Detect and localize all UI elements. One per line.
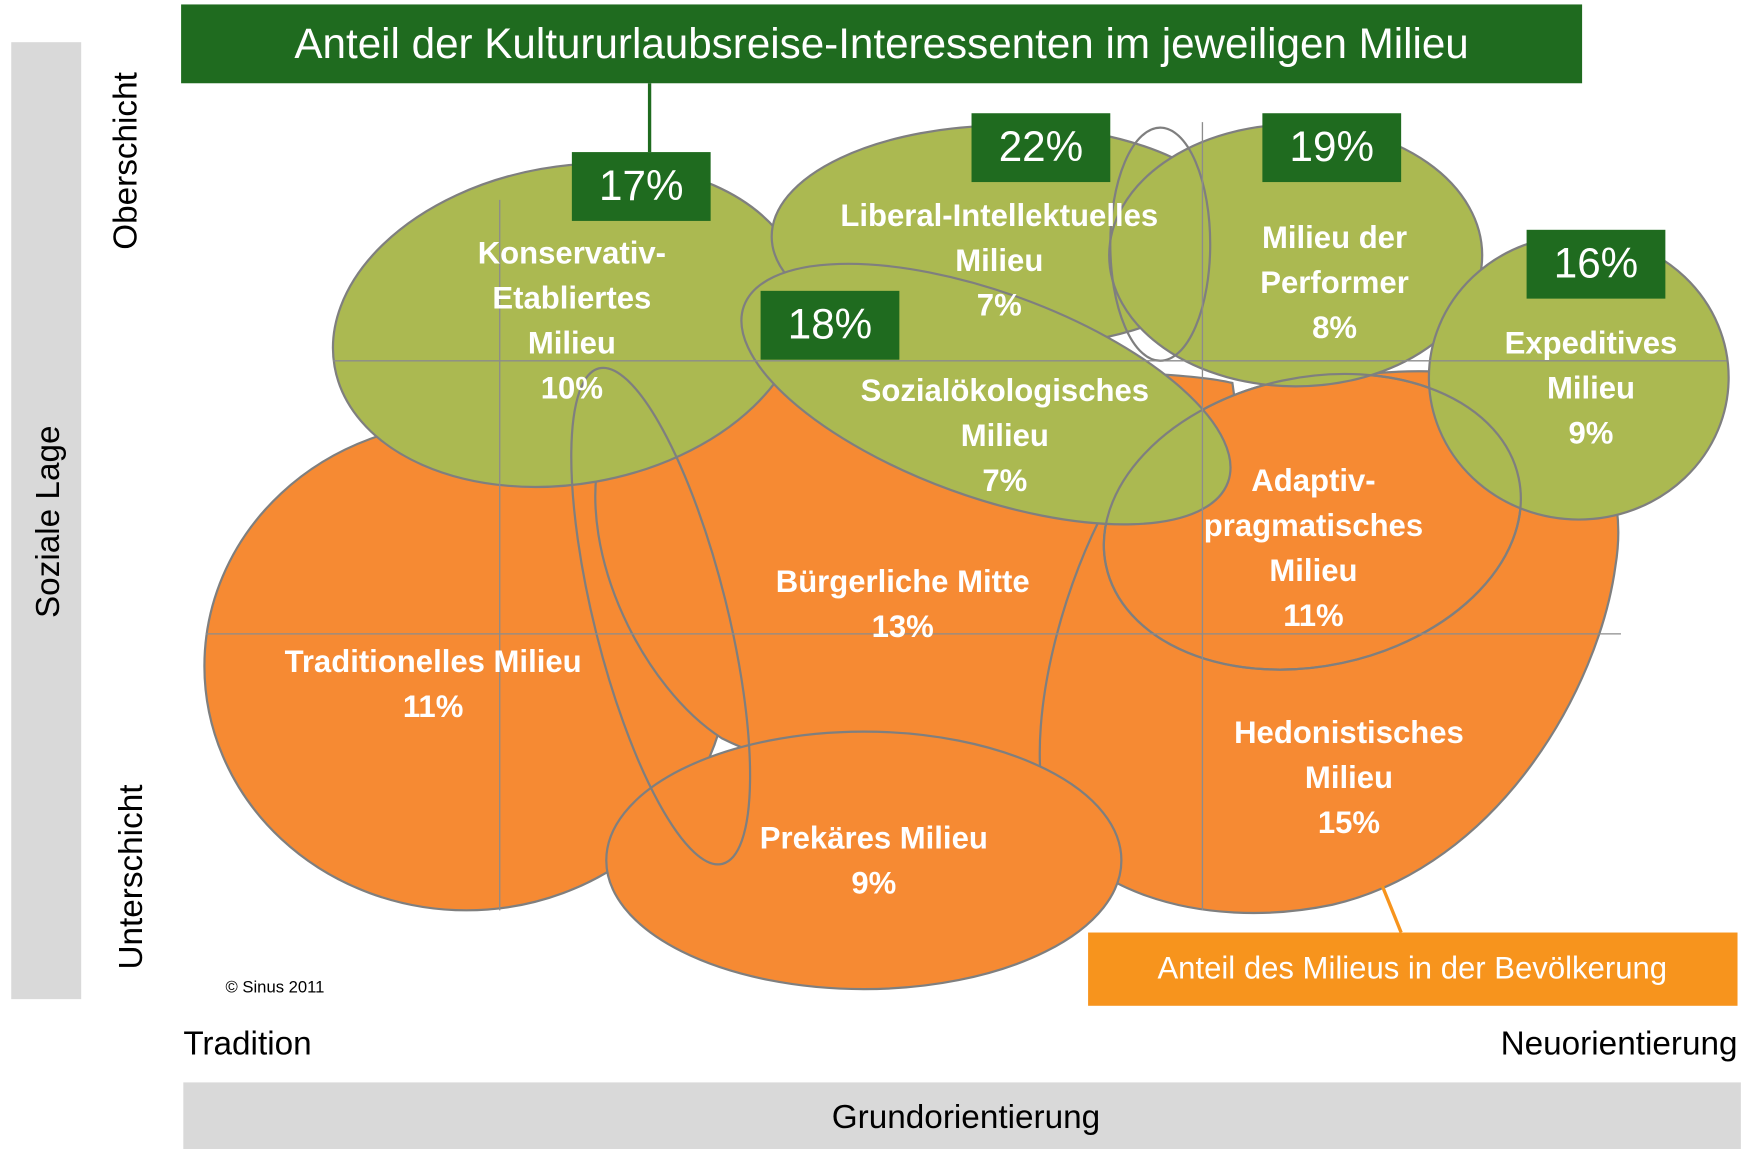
milieu-name: Hedonistisches (1234, 715, 1464, 750)
y-bottom-label: Unterschicht (113, 784, 150, 969)
note-connector (1380, 885, 1403, 934)
interest-value: 22% (999, 123, 1083, 170)
milieu-share: 15% (1318, 805, 1380, 840)
milieu-name: Milieu (961, 418, 1049, 453)
copyright: © Sinus 2011 (226, 977, 325, 996)
milieu-name: Liberal-Intellektuelles (840, 198, 1158, 233)
milieu-share: 7% (982, 463, 1027, 498)
milieu-labels: Traditionelles Milieu 11% Bürgerliche Mitt… (285, 113, 1678, 901)
milieu-name: Adaptiv- (1251, 463, 1375, 498)
interest-box (571, 152, 711, 221)
milieu-name: Etabliertes (492, 280, 651, 315)
interest-value: 19% (1290, 123, 1374, 170)
milieu-name: Expeditives (1505, 325, 1678, 360)
milieu-share: 11% (1283, 598, 1344, 633)
milieu-name: Milieu (1269, 553, 1357, 588)
milieu-name: Sozialökologisches (861, 373, 1149, 408)
note: Anteil des Milieus in der Bevölkerung (1157, 950, 1667, 985)
interest-value: 17% (599, 162, 683, 209)
interest-value: 16% (1554, 240, 1638, 287)
milieu-name: Milieu (955, 243, 1043, 278)
milieu-name: Traditionelles Milieu (285, 644, 582, 679)
milieu-name: Milieu der (1262, 220, 1407, 255)
interest-box (971, 113, 1111, 183)
milieu-name: Konservativ- (478, 236, 666, 271)
milieu-share: 9% (851, 866, 896, 901)
milieu-share: 8% (1312, 310, 1357, 345)
x-axis-band (183, 1082, 1741, 1149)
x-left-label: Tradition (183, 1026, 311, 1063)
shape-prekaer (605, 730, 1123, 991)
note-box (1088, 932, 1738, 1006)
x-right-label: Neuorientierung (1501, 1026, 1738, 1063)
milieu-share: 11% (403, 689, 464, 724)
milieu-name: Milieu (1305, 760, 1393, 795)
milieu-share: 9% (1569, 415, 1614, 450)
y-axis-label: Soziale Lage (30, 426, 67, 619)
interest-box (1262, 113, 1402, 183)
milieu-name: Bürgerliche Mitte (776, 564, 1030, 599)
milieu-name: Prekäres Milieu (760, 821, 988, 856)
milieu-share: 13% (872, 609, 934, 644)
interest-box (1526, 229, 1666, 299)
y-top-label: Oberschicht (108, 72, 145, 250)
outline-buergerlich-left (570, 366, 752, 866)
interest-value: 18% (788, 301, 872, 348)
milieu-name: pragmatisches (1204, 508, 1423, 543)
interest-box (760, 290, 900, 360)
y-axis-band (11, 42, 82, 1000)
outline-adaptiv (1102, 372, 1522, 671)
milieu-name: Performer (1260, 265, 1409, 300)
milieu-name: Milieu (1547, 370, 1635, 405)
title-box (181, 4, 1583, 84)
title: Anteil der Kultururlaubsreise-Interessen… (294, 20, 1468, 67)
x-axis-label: Grundorientierung (832, 1099, 1100, 1136)
grid (205, 122, 1727, 911)
milieu-name: Milieu (528, 325, 616, 360)
milieu-share: 7% (977, 288, 1022, 323)
milieu-share: 10% (541, 370, 603, 405)
